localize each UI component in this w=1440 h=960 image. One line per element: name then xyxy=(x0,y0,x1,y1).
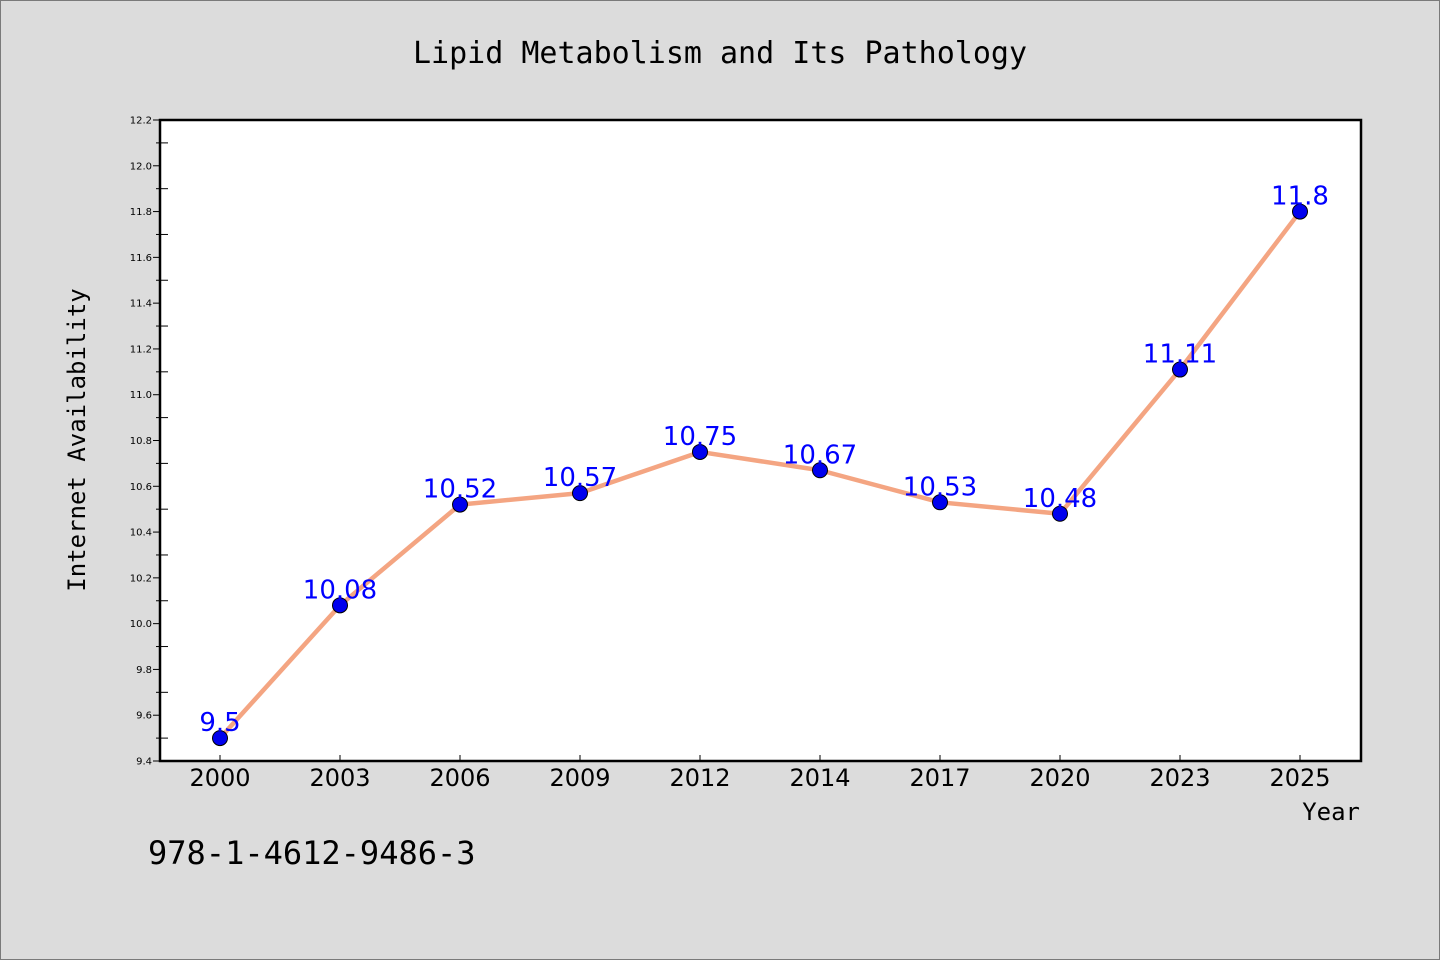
y-tick-label: 10.4 xyxy=(130,528,152,539)
y-tick-label: 11.2 xyxy=(130,344,152,355)
x-tick-label: 2012 xyxy=(669,764,730,792)
plot-area xyxy=(160,120,1361,761)
y-tick-label: 10.0 xyxy=(130,619,152,630)
x-axis: 2000 2003 2006 2009 2012 2014 2017 2020 2023 2025 xyxy=(189,755,1331,792)
data-label: 10.52 xyxy=(423,475,497,505)
x-tick-label: 2000 xyxy=(189,764,250,792)
x-tick-label: 2020 xyxy=(1029,764,1090,792)
y-axis: 9.4 9.6 9.8 10.0 10.2 10.4 10.6 10.8 11.0 11.2 11.… xyxy=(130,116,168,768)
data-label: 10.67 xyxy=(783,440,857,470)
plot-border xyxy=(158,118,1363,763)
y-tick-label: 10.8 xyxy=(130,436,152,447)
data-point xyxy=(452,496,468,513)
data-point xyxy=(1172,361,1188,378)
data-label: 9.5 xyxy=(199,708,240,738)
y-tick-label: 12.2 xyxy=(130,116,152,127)
data-label: 10.48 xyxy=(1023,484,1097,514)
data-point xyxy=(1052,505,1068,522)
chart-title: Lipid Metabolism and Its Pathology xyxy=(413,36,1027,71)
x-tick-label: 2003 xyxy=(309,764,370,792)
data-label: 10.75 xyxy=(663,422,737,452)
data-point xyxy=(332,597,348,614)
data-point xyxy=(1292,203,1308,220)
series-line xyxy=(217,209,1303,741)
series-layer: 9.5 10.08 10.52 10.57 10.75 10.67 10.53 10.48 11… xyxy=(199,182,1329,747)
x-tick-label: 2009 xyxy=(549,764,610,792)
x-tick-label: 2014 xyxy=(789,764,850,792)
y-tick-label: 10.2 xyxy=(130,573,152,584)
x-axis-label: Year xyxy=(1302,798,1360,826)
y-tick-label: 10.6 xyxy=(130,482,152,493)
x-tick-label: 2017 xyxy=(909,764,970,792)
isbn-text: 978-1-4612-9486-3 xyxy=(148,834,476,872)
data-label: 10.57 xyxy=(543,463,617,493)
x-tick-label: 2023 xyxy=(1149,764,1210,792)
y-tick-label: 11.6 xyxy=(130,253,152,264)
data-label: 10.08 xyxy=(303,575,377,605)
data-point xyxy=(932,494,948,511)
y-tick-label: 11.4 xyxy=(130,299,152,310)
data-label: 11.11 xyxy=(1143,340,1217,370)
data-point xyxy=(812,462,828,479)
y-tick-label: 9.6 xyxy=(136,711,152,722)
x-tick-label: 2025 xyxy=(1269,764,1330,792)
data-point xyxy=(212,730,228,747)
data-point xyxy=(692,443,708,460)
data-label: 11.8 xyxy=(1271,182,1329,212)
y-axis-label: Internet Availability xyxy=(63,288,91,591)
y-tick-label: 11.8 xyxy=(130,207,152,218)
y-tick-label: 9.8 xyxy=(136,665,152,676)
y-tick-label: 11.0 xyxy=(130,390,152,401)
data-label: 10.53 xyxy=(903,472,977,502)
y-tick-label: 9.4 xyxy=(136,757,152,768)
data-point xyxy=(572,485,588,502)
x-tick-label: 2006 xyxy=(429,764,490,792)
y-tick-label: 12.0 xyxy=(130,161,152,172)
